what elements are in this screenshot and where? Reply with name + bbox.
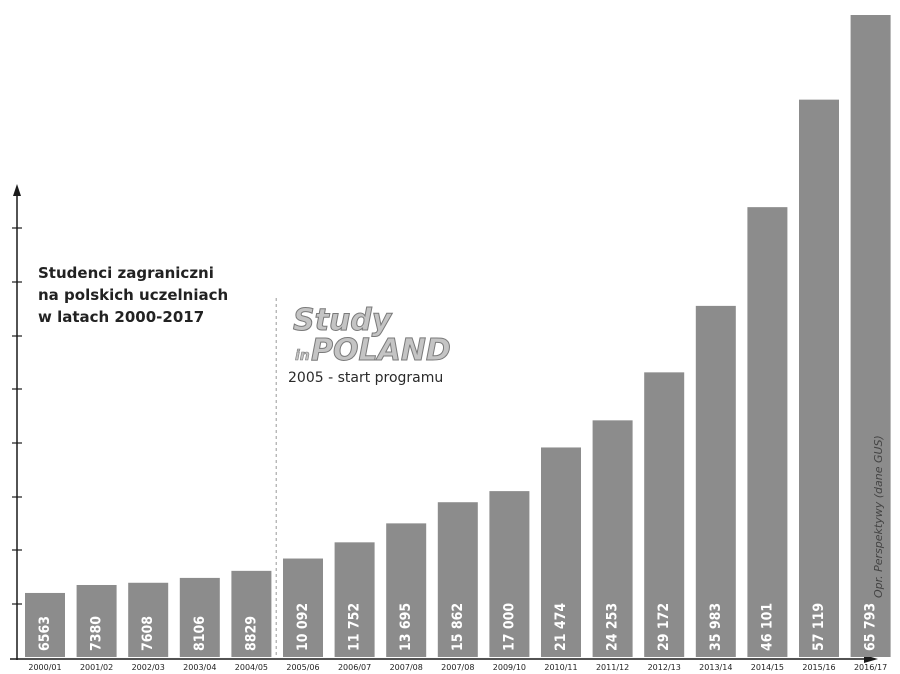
value-label: 10 092: [295, 603, 311, 651]
bar: [283, 558, 323, 657]
x-tick-label: 2010/11: [544, 663, 577, 672]
chart-axes: [10, 184, 878, 663]
x-tick-label: 2006/07: [338, 663, 371, 672]
x-tick-label: 2013/14: [699, 663, 732, 672]
bar: [437, 502, 478, 657]
value-label: 57 119: [811, 603, 827, 651]
value-label: 7608: [140, 616, 156, 651]
bar: [850, 15, 891, 657]
value-label: 15 862: [450, 603, 466, 651]
bar: [747, 207, 788, 658]
logo-word-in: in: [295, 348, 310, 364]
value-label: 24 253: [605, 603, 621, 651]
x-tick-label: 2007/08: [390, 663, 423, 672]
source-note: Opr. Perspektywy (dane GUS): [872, 435, 885, 598]
x-tick-label: 2015/16: [802, 663, 835, 672]
x-tick-label: 2001/02: [80, 663, 113, 672]
x-tick-label-group: 2000/01 2001/02 2002/03 2003/04 2004/05 2005/…: [28, 663, 887, 672]
bar: [489, 491, 530, 657]
value-label: 65 793: [863, 603, 879, 651]
x-tick-label: 2009/10: [493, 663, 526, 672]
bar: [25, 592, 65, 657]
x-tick-label: 2002/03: [132, 663, 165, 672]
bar: [128, 582, 169, 657]
value-label: 13 695: [398, 603, 414, 651]
value-label: 6563: [37, 616, 53, 651]
value-label: 46 101: [759, 603, 775, 651]
program-start-note: 2005 - start programu: [288, 370, 444, 386]
bar: [799, 99, 839, 657]
y-axis-arrow: [13, 184, 21, 196]
bar: [386, 523, 427, 657]
value-label: 17 000: [501, 603, 517, 651]
chart-title-line-1: Studenci zagraniczni: [38, 264, 214, 282]
chart-title: Studenci zagraniczni na polskich uczelni…: [38, 262, 228, 328]
bar: [76, 584, 117, 657]
chart-title-line-3: w latach 2000-2017: [38, 308, 205, 326]
value-label: 21 474: [553, 603, 569, 651]
study-in-poland-logo: Study in POLAND: [293, 303, 452, 369]
value-label: 8829: [243, 616, 259, 651]
bar: [644, 372, 685, 657]
x-tick-label: 2003/04: [183, 663, 216, 672]
bar: [541, 447, 581, 657]
bar-group: [25, 15, 891, 658]
x-tick-label: 2011/12: [596, 663, 629, 672]
x-tick-label: 2007/08: [441, 663, 474, 672]
value-label: 7380: [89, 616, 105, 651]
x-tick-label: 2016/17: [854, 663, 887, 672]
value-label: 8106: [192, 616, 208, 651]
x-tick-label: 2012/13: [648, 663, 681, 672]
value-label: 35 983: [708, 603, 724, 651]
x-tick-label: 2004/05: [235, 663, 268, 672]
x-tick-label: 2000/01: [28, 663, 61, 672]
chart-title-line-2: na polskich uczelniach: [38, 286, 229, 304]
value-label: 29 172: [656, 603, 672, 651]
value-label-group: 6563 7380 7608 8106 8829 10 092 11 752 13 695 15…: [37, 603, 879, 651]
bar: [179, 577, 220, 657]
bar: [592, 420, 633, 657]
logo-word-study: Study: [293, 303, 393, 338]
bar: [334, 542, 375, 657]
logo-word-poland: POLAND: [311, 333, 451, 368]
x-tick-label: 2005/06: [286, 663, 319, 672]
bar: [231, 570, 272, 657]
bar: [695, 305, 736, 657]
x-tick-label: 2014/15: [751, 663, 784, 672]
value-label: 11 752: [347, 603, 363, 651]
